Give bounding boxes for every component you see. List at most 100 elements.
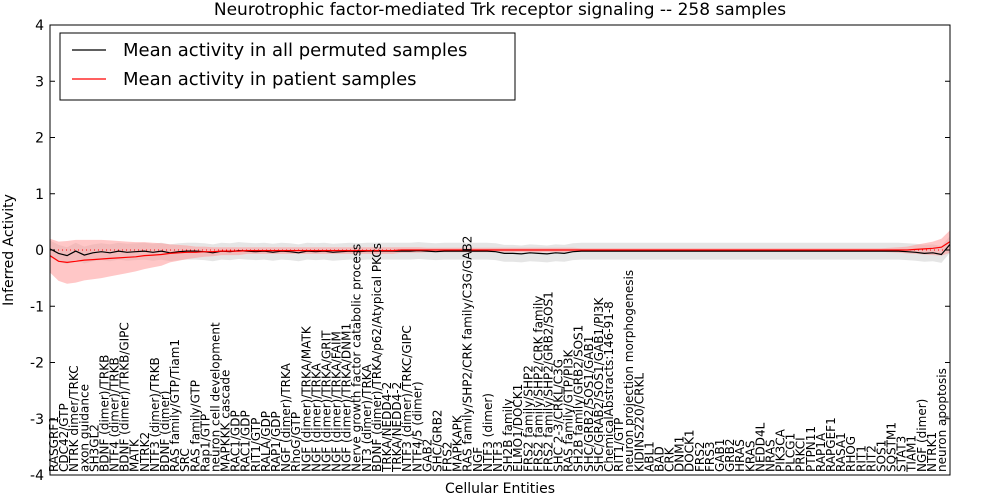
- y-tick-label: 3: [35, 74, 44, 90]
- entity-label: RAP1/GDP: [269, 411, 283, 472]
- entity-label: BDNF (dimer)/TRKB: [98, 355, 112, 472]
- entity-label: NGF (dimer)/TRKA: [279, 362, 293, 472]
- entity-label: RIT2: [864, 445, 878, 472]
- entity-label: RAS family/GTP/PI3K: [562, 349, 576, 472]
- entity-label: RAPGEF1: [824, 417, 838, 472]
- entity-label: RHOG: [844, 436, 858, 472]
- entity-label: MAPKAPK: [451, 414, 465, 472]
- legend-box: [59, 32, 516, 101]
- entity-label: PTPN11: [804, 426, 818, 472]
- entity-label: HRAS: [733, 439, 747, 472]
- entity-label: BDNF (dimer)/TRKB/GIPC: [118, 322, 132, 472]
- entity-label: SOS1: [875, 440, 889, 472]
- entity-label: SHC 2-3/CRKL/C3G: [552, 359, 566, 472]
- entity-label: neuron projection morphogenesis: [622, 270, 636, 472]
- y-tick-label: 1: [35, 187, 44, 203]
- entity-label: SH2B family: [501, 399, 515, 472]
- entity-label: PIK3CA: [774, 428, 788, 472]
- y-tick-label: -4: [30, 468, 44, 484]
- entity-label: GAB2: [420, 439, 434, 472]
- entity-label: STAT3: [895, 436, 909, 472]
- entity-label: RIT1/GTP: [249, 418, 263, 472]
- entity-label: NGF (dimer): [915, 399, 929, 472]
- y-tick-label: -1: [30, 299, 44, 315]
- entity-label: NTRK1: [925, 432, 939, 472]
- y-axis-label: Inferred Activity: [1, 194, 17, 306]
- entity-label: RhoG/GTP: [289, 412, 303, 472]
- entity-label: SHC/GRAB2/SOS1/GAB1/PI3K: [592, 296, 606, 472]
- legend-label-permuted: Mean activity in all permuted samples: [123, 40, 467, 61]
- entity-label: NTRK2: [138, 432, 152, 472]
- entity-label: FRS2: [441, 442, 455, 473]
- entity-label: Nerve growth factor catabolic process: [350, 244, 364, 472]
- entity-label: ABL1: [642, 441, 656, 472]
- entity-label: RALA/GDP: [259, 411, 273, 472]
- entity-label: NTF3 (dimer)/TRKC/GIPC: [400, 325, 414, 472]
- entity-label: PLCG1: [784, 433, 798, 472]
- entity-label: FRS2 family/SHP2/GRB2/SOS1: [542, 291, 556, 472]
- entity-label: KRAS: [743, 440, 757, 472]
- entity-label: RAC1/GDP: [229, 410, 243, 472]
- entity-label: KIDINS220/CRKL: [632, 373, 646, 472]
- confidence-bands: [50, 230, 950, 284]
- entity-label: NTF3: [491, 441, 505, 472]
- y-tick-label: -2: [30, 356, 44, 372]
- entity-label: NTRK dimer/TRKC: [67, 365, 81, 472]
- y-tick-label: -3: [30, 412, 44, 428]
- entity-label: TRKA/NEDD4-2: [390, 382, 404, 473]
- entity-label: SQSTM1: [885, 422, 899, 472]
- series-lines: [49, 241, 951, 264]
- legend-label-patient: Mean activity in patient samples: [123, 69, 417, 90]
- entity-label: axon guidance: [77, 384, 91, 472]
- entity-label: SH2B family/GRB2/SOS1: [572, 325, 586, 472]
- entity-label: RAS family/GTP/Tiam1: [168, 339, 182, 472]
- entity-label: NTF4 (dimer)/TRKB: [108, 357, 122, 472]
- y-axis-ticks: -4 -3 -2 -1 0 1 2 3 4: [30, 18, 950, 484]
- entity-label: neuron apoptosis: [935, 368, 949, 472]
- entity-label: NT3 (dimer)/TRKA: [360, 364, 374, 472]
- entity-label: ELMO1/DOCK1: [511, 384, 525, 472]
- entity-label: SH3GL2: [87, 424, 101, 472]
- entity-label: RIT1: [854, 445, 868, 472]
- entity-label: TIAM1: [905, 435, 919, 473]
- entity-label: NGF (dimer)/TRKA/GRIT: [320, 330, 334, 472]
- entity-label: ChemicalAbstracts:146-91-8: [602, 301, 616, 472]
- entity-label: neuron cell development: [209, 322, 223, 472]
- entity-label: SHC/GRB2/SOS1/GAB1: [582, 336, 596, 472]
- entity-label: CRK: [663, 446, 677, 472]
- entity-label: NTF3 (dimer): [481, 393, 495, 472]
- entity-label: BDNF (dimer)/TRKA/p62/Atypical PKCs: [370, 243, 384, 472]
- y-tick-label: 4: [35, 18, 44, 34]
- entity-label: CDC42/GTP: [57, 403, 71, 472]
- entity-label: NRAS: [764, 439, 778, 472]
- entity-label: FRS2 family/SHP2/CRK family: [531, 296, 545, 472]
- entity-label: NGF (dimer)/TRKA/MATK: [299, 325, 313, 472]
- chart-title: Neurotrophic factor-mediated Trk recepto…: [214, 0, 786, 20]
- entity-label: RIT1/GTP: [612, 418, 626, 472]
- entity-label: RAS family/GTP: [188, 380, 202, 472]
- entity-label: MATK: [128, 438, 142, 472]
- entity-label: BDNF (dimer): [158, 391, 172, 473]
- entity-label: NGF (dimer)/TRKA: [309, 362, 323, 472]
- entity-label: SRC: [178, 448, 192, 472]
- entity-label: RASA1: [834, 432, 848, 472]
- entity-label: GRB2: [723, 438, 737, 472]
- entity-label: NEDD4L: [753, 422, 767, 472]
- entity-label: TRKA/NEDD4-2: [380, 382, 394, 473]
- entity-label: BAD: [653, 446, 667, 472]
- entity-label: FRS3: [703, 442, 717, 473]
- y-tick-label: 2: [35, 131, 44, 147]
- y-tick-label: 0: [35, 243, 44, 259]
- entity-label: NTF3 (dimer)/TRKB: [148, 357, 162, 472]
- series-line-patient: [49, 241, 951, 264]
- entity-label: NGF: [471, 447, 485, 472]
- x-axis-label: Cellular Entities: [445, 481, 555, 497]
- entity-label: NTF4/5 (dimer): [410, 381, 424, 472]
- entity-label: RAS family/SHP2/CRK family/C3G/GAB2: [461, 236, 475, 472]
- entity-label: NGF (dimer)/TRKA/DNM1: [340, 323, 354, 472]
- entity-label: MAPKKK cascade: [219, 370, 233, 472]
- entity-label: SHC/GRB2: [431, 409, 445, 472]
- entity-label: PRKCI: [794, 437, 808, 472]
